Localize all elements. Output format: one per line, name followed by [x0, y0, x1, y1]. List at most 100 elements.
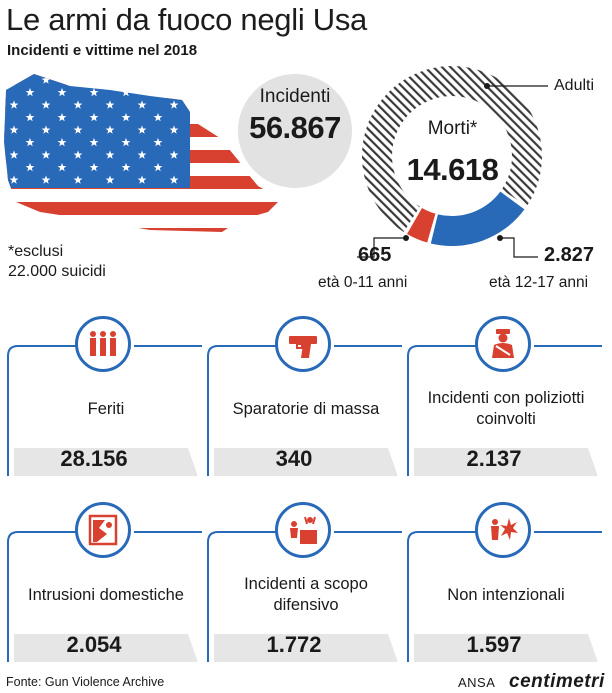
- incidents-label: Incidenti: [259, 86, 331, 107]
- people-group-icon: [75, 316, 131, 372]
- flag-star: [169, 100, 179, 109]
- suicide-footnote: *esclusi 22.000 suicidi: [8, 242, 106, 282]
- teens-age-label: età 12-17 anni: [489, 274, 589, 291]
- incidents-circle: [238, 74, 352, 188]
- flag-star: [41, 175, 51, 184]
- flag-star: [41, 100, 51, 109]
- donut-slice-12-17: [430, 191, 525, 246]
- adults-leader-dot: [484, 83, 490, 89]
- card-value: 2.137: [466, 446, 522, 471]
- card-value: 1.597: [466, 632, 522, 657]
- deaths-donut-chart: [357, 65, 548, 258]
- teens-leader-dot: [497, 235, 503, 241]
- flag-star: [121, 137, 131, 147]
- card-feriti: Feriti 28.156: [6, 316, 202, 476]
- page-subtitle: Incidenti e vittime nel 2018: [7, 42, 198, 59]
- flag-star: [41, 150, 51, 159]
- card-value: 340: [275, 446, 313, 471]
- card-value: 28.156: [60, 446, 128, 471]
- flag-star: [9, 125, 19, 134]
- card-frame: [407, 531, 602, 662]
- card-value: 1.772: [266, 632, 322, 657]
- card-poliziotti: Incidenti con poliziotti coinvolti 2.137: [406, 316, 602, 476]
- card-non-intenzionali: Non intenzionali 1.597: [406, 502, 602, 662]
- card-difensivo: Incidenti a scopo difensivo 1.772: [206, 502, 402, 662]
- deaths-label: Morti*: [427, 118, 478, 139]
- flag-star: [137, 175, 147, 184]
- flag-star: [169, 150, 179, 159]
- flag-star: [89, 112, 99, 122]
- flag-star: [25, 87, 35, 97]
- card-label: Incidenti a scopo difensivo: [244, 575, 368, 614]
- flag-star: [9, 175, 19, 184]
- flag-star: [169, 175, 179, 184]
- card-frame: [207, 531, 402, 662]
- kids-age-label: età 0-11 anni: [318, 274, 408, 291]
- flag-star: [25, 112, 35, 122]
- flag-star: [73, 150, 83, 159]
- footnote-line-2: 22.000 suicidi: [8, 263, 106, 280]
- card-label: Intrusioni domestiche: [28, 585, 184, 604]
- source-credit: Fonte: Gun Violence Archive: [6, 675, 165, 689]
- teens-leader-line: [500, 237, 538, 258]
- card-label: Incidenti con poliziotti coinvolti: [427, 389, 585, 428]
- police-officer-icon: [475, 316, 531, 372]
- flag-star: [57, 87, 67, 97]
- flag-star: [105, 150, 115, 159]
- broken-window-icon: [75, 502, 131, 558]
- flag-star: [41, 125, 51, 134]
- flag-star: [73, 100, 83, 109]
- card-frame: [207, 345, 402, 476]
- flag-star: [9, 100, 19, 109]
- kids-deaths-value: 665: [358, 244, 392, 266]
- teens-deaths-value: 2.827: [544, 244, 595, 266]
- kids-leader-dot: [403, 235, 409, 241]
- flag-star: [153, 137, 163, 147]
- flag-star: [57, 162, 67, 172]
- kids-leader-line: [357, 237, 406, 258]
- flag-star: [105, 175, 115, 184]
- flag-star: [73, 175, 83, 184]
- us-flag-map-icon: [4, 74, 281, 232]
- pistol-icon: [275, 316, 331, 372]
- flag-star: [105, 100, 115, 109]
- flag-star: [137, 125, 147, 134]
- footnote-line-1: *esclusi: [8, 243, 64, 260]
- flag-star: [89, 137, 99, 147]
- card-label: Non intenzionali: [447, 585, 565, 604]
- flag-star: [121, 112, 131, 122]
- card-frame: [7, 531, 202, 662]
- adults-legend-label: Adulti: [554, 77, 595, 94]
- card-sparatorie: Sparatorie di massa 340: [206, 316, 402, 476]
- flag-star: [25, 137, 35, 147]
- flag-star: [169, 125, 179, 134]
- flag-star: [89, 162, 99, 172]
- donut-slice-0-11: [407, 207, 436, 243]
- card-frame: [7, 345, 202, 476]
- donut-slice-adulti: [361, 65, 542, 232]
- flag-star: [73, 125, 83, 134]
- flag-star: [137, 100, 147, 109]
- flag-star: [9, 150, 19, 159]
- flag-star: [57, 112, 67, 122]
- flag-star: [105, 125, 115, 134]
- card-frame: [407, 345, 602, 476]
- page-title: Le armi da fuoco negli Usa: [6, 2, 367, 37]
- flag-star: [89, 87, 99, 97]
- flag-star: [121, 162, 131, 172]
- centimetri-logo-text: centimetri: [509, 671, 605, 692]
- card-label: Sparatorie di massa: [232, 399, 380, 418]
- flag-star: [137, 150, 147, 159]
- incidents-value: 56.867: [249, 110, 341, 145]
- card-value: 2.054: [66, 632, 122, 657]
- card-label: Feriti: [87, 399, 125, 418]
- defense-desk-icon: [275, 502, 331, 558]
- flag-star: [153, 162, 163, 172]
- card-intrusioni: Intrusioni domestiche 2.054: [6, 502, 202, 662]
- flag-star: [41, 75, 51, 84]
- flag-star: [57, 137, 67, 147]
- deaths-value: 14.618: [406, 152, 499, 187]
- flag-star: [153, 112, 163, 122]
- flag-star: [25, 162, 35, 172]
- ansa-logo-text: ANSA: [458, 675, 496, 690]
